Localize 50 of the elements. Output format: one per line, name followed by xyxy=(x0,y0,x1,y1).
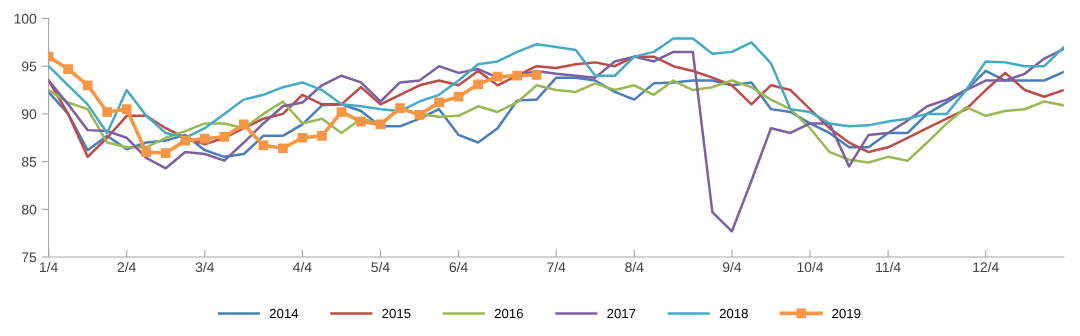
x-tick-label: 9/4 xyxy=(722,261,742,273)
x-tick-label: 3/4 xyxy=(195,261,215,273)
legend-label: 2016 xyxy=(494,308,523,319)
point xyxy=(160,148,171,158)
legend-label: 2018 xyxy=(719,308,748,319)
x-tick-label: 2/4 xyxy=(117,261,136,273)
line-series xyxy=(48,47,1064,233)
x-tick-label: 11/4 xyxy=(876,261,901,273)
point xyxy=(258,140,269,151)
point xyxy=(141,147,152,157)
x-tick-label: 7/4 xyxy=(547,261,566,273)
legend-label: 2015 xyxy=(382,308,411,319)
x-tick-label: 5/4 xyxy=(371,261,390,273)
x-tick-label: 6/4 xyxy=(449,261,468,273)
point xyxy=(199,133,210,144)
point xyxy=(453,91,464,102)
point xyxy=(121,104,132,114)
y-tick-label: 80 xyxy=(21,204,37,215)
point xyxy=(297,132,308,143)
point xyxy=(531,69,542,80)
x-tick-label: 10/4 xyxy=(797,261,824,273)
point xyxy=(278,143,288,154)
point xyxy=(336,107,347,117)
point xyxy=(492,71,503,82)
point xyxy=(356,116,366,127)
y-tick-label: 90 xyxy=(22,109,37,120)
legend-label: 2014 xyxy=(269,308,299,319)
point xyxy=(414,109,425,120)
legend-label: 2017 xyxy=(607,308,636,319)
x-tick-label: 12/4 xyxy=(973,261,999,273)
point xyxy=(238,119,249,130)
y-tick-label: 85 xyxy=(21,156,37,167)
y-tick-label: 75 xyxy=(22,252,37,263)
y-tick-label: 100 xyxy=(14,13,37,24)
point xyxy=(219,131,230,142)
point xyxy=(82,80,93,91)
point xyxy=(180,135,191,146)
y-tick-label: 95 xyxy=(22,61,37,72)
point xyxy=(434,97,444,108)
line-series xyxy=(48,79,1064,164)
point xyxy=(102,107,113,117)
legend-label: 2019 xyxy=(832,308,861,319)
point xyxy=(473,79,483,90)
x-tick-label: 8/4 xyxy=(625,261,644,273)
x-tick-label: 1/4 xyxy=(40,261,58,273)
point xyxy=(395,103,405,114)
point xyxy=(317,130,327,141)
point xyxy=(63,64,73,74)
point xyxy=(512,70,523,81)
x-tick-label: 4/4 xyxy=(293,261,312,273)
